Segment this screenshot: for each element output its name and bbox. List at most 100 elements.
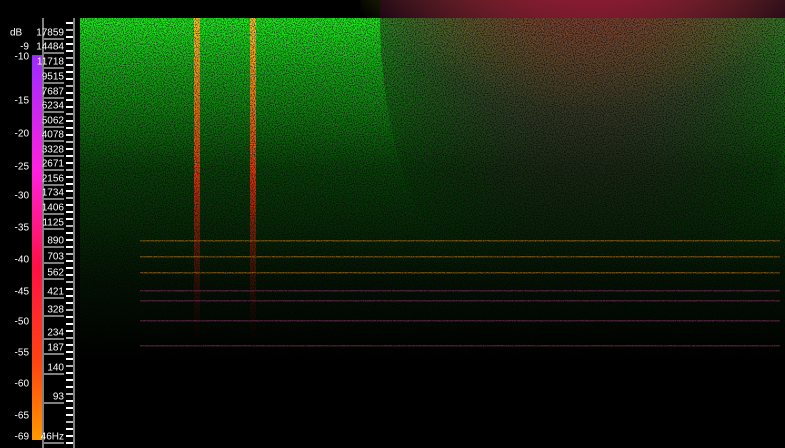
- ruler-mark: [66, 197, 73, 199]
- ruler-mark: [66, 29, 73, 31]
- ruler-mark: [66, 148, 73, 150]
- frequency-label: 328: [47, 305, 64, 316]
- level-label: -45: [15, 287, 30, 298]
- ruler-mark: [66, 50, 73, 52]
- frequency-label: 890: [47, 236, 64, 247]
- ruler-mark: [66, 246, 73, 248]
- level-label: -55: [15, 348, 30, 359]
- ruler-mark: [66, 316, 73, 318]
- ruler-mark: [66, 120, 73, 122]
- ruler-mark: [66, 162, 73, 164]
- spectrogram-window: dB-9-10-15-20-25-30-35-40-45-50-55-60-65…: [0, 0, 785, 448]
- ruler-mark: [66, 295, 73, 297]
- ruler-mark: [66, 127, 73, 129]
- page: dB-9-10-15-20-25-30-35-40-45-50-55-60-65…: [0, 0, 785, 448]
- ruler-mark: [66, 113, 73, 115]
- level-label: -50: [15, 317, 30, 328]
- frequency-label: 140: [47, 363, 64, 374]
- ruler-mark: [66, 92, 73, 94]
- ruler-mark: [66, 351, 73, 353]
- frequency-label: 1406: [42, 203, 65, 214]
- frequency-label: 562: [47, 268, 64, 279]
- ruler-mark: [66, 85, 73, 87]
- frequency-label: 3328: [42, 145, 65, 156]
- ruler-mark: [66, 155, 73, 157]
- frequency-label: 9515: [42, 72, 65, 83]
- frequency-label: 7687: [42, 87, 65, 98]
- ruler-mark: [66, 218, 73, 220]
- ruler-mark: [66, 337, 73, 339]
- level-label: -69: [15, 432, 30, 443]
- ruler-mark: [66, 232, 73, 234]
- level-label: -25: [15, 162, 30, 173]
- ruler-mark: [66, 435, 73, 437]
- ruler-mark: [66, 281, 73, 283]
- ruler-mark: [66, 358, 73, 360]
- ruler-mark: [66, 22, 73, 24]
- ruler-mark: [66, 323, 73, 325]
- noise-overlay: [80, 18, 785, 448]
- frequency-label: 93: [53, 392, 65, 403]
- frequency-label: 1125: [42, 218, 64, 229]
- ruler-mark: [66, 288, 73, 290]
- ruler-mark: [66, 204, 73, 206]
- ruler-mark: [66, 99, 73, 101]
- level-label: -65: [15, 411, 30, 422]
- ruler-mark: [66, 442, 73, 444]
- frequency-label: 17859: [36, 28, 64, 39]
- ruler-mark: [66, 302, 73, 304]
- ruler-mark: [66, 344, 73, 346]
- ruler-mark: [66, 134, 73, 136]
- level-label: -40: [15, 255, 30, 266]
- ruler-mark: [66, 78, 73, 80]
- frequency-label: 703: [47, 252, 64, 263]
- level-label: -30: [15, 191, 30, 202]
- level-label: -15: [15, 96, 30, 107]
- ruler-mark: [66, 267, 73, 269]
- ruler-mark: [66, 414, 73, 416]
- ruler-mark: [66, 57, 73, 59]
- ruler-mark: [66, 225, 73, 227]
- ruler-mark: [66, 190, 73, 192]
- ruler-mark: [66, 379, 73, 381]
- frequency-label: 1734: [42, 188, 65, 199]
- ruler-mark: [66, 36, 73, 38]
- frequency-label: 187: [47, 343, 64, 354]
- ruler-mark: [66, 239, 73, 241]
- ruler-mark: [66, 106, 73, 108]
- frequency-label: 234: [47, 328, 64, 339]
- ruler-mark: [66, 253, 73, 255]
- level-label: -20: [15, 129, 30, 140]
- ruler-mark: [66, 183, 73, 185]
- frequency-label: 5062: [42, 116, 65, 127]
- level-label: -60: [15, 379, 30, 390]
- ruler-mark: [66, 393, 73, 395]
- level-unit: dB: [10, 28, 23, 39]
- ruler-mark: [66, 407, 73, 409]
- ruler-mark: [66, 274, 73, 276]
- ruler-mark: [66, 211, 73, 213]
- spectrogram: [80, 0, 785, 448]
- frequency-label: 14484: [36, 42, 64, 53]
- frequency-label: 2156: [42, 174, 65, 185]
- ruler-mark: [66, 260, 73, 262]
- ruler-mark: [66, 330, 73, 332]
- level-label: -35: [15, 223, 30, 234]
- ruler-mark: [66, 176, 73, 178]
- ruler-mark: [66, 141, 73, 143]
- ruler-mark: [66, 365, 73, 367]
- frequency-label: 46Hz: [41, 432, 64, 443]
- ruler-mark: [66, 169, 73, 171]
- ruler-mark: [66, 309, 73, 311]
- frequency-label: 4078: [42, 130, 65, 141]
- ruler-mark: [66, 64, 73, 66]
- frequency-label: 6234: [42, 101, 65, 112]
- frequency-label: 421: [47, 287, 64, 298]
- frequency-label: 2671: [42, 159, 65, 170]
- frequency-label: 11718: [37, 57, 65, 68]
- ruler-mark: [66, 71, 73, 73]
- ruler-mark: [66, 400, 73, 402]
- ruler-mark: [66, 372, 73, 374]
- ruler-mark: [66, 428, 73, 430]
- ruler-mark: [66, 43, 73, 45]
